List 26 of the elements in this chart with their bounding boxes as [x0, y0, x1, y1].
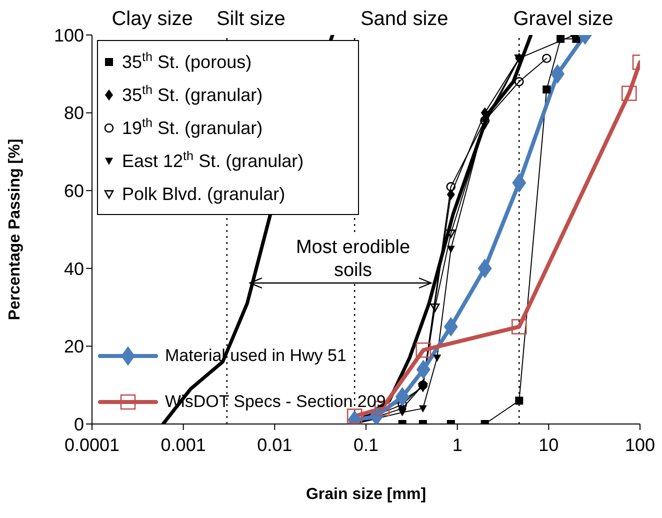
y-tick-label: 40 [64, 258, 84, 279]
y-tick-label: 100 [54, 25, 84, 46]
annotation: Most erodible soils [278, 236, 428, 282]
y-tick-label: 80 [64, 103, 84, 124]
legend-label: Material used in Hwy 51 [165, 346, 346, 366]
y-tick-label: 0 [74, 414, 84, 434]
y-axis-title: Percentage Passing [%] [6, 138, 24, 320]
x-tick-label: 1 [452, 434, 462, 455]
legend-label: East 12$^{th}$ St. (granular) [122, 148, 304, 170]
legend-label: Polk Blvd. (granular) [122, 184, 286, 204]
legend-label: 19$^{th}$ St. (granular) [122, 116, 263, 138]
y-tick-label: 60 [64, 180, 84, 201]
y-tick-label: 20 [64, 336, 84, 357]
x-tick-label: 10 [538, 434, 559, 455]
text: Clay size [112, 8, 193, 31]
x-tick-label: 0.001 [160, 434, 206, 455]
x-tick-label: 100 [624, 434, 656, 455]
text: Gravel size [513, 8, 614, 31]
x-tick-label: 0.0001 [64, 434, 120, 455]
text: Sand size [360, 8, 448, 31]
x-tick-label: 0.1 [353, 434, 379, 455]
x-axis-title: Grain size [mm] [306, 486, 426, 503]
text: Silt size [216, 8, 286, 31]
x-tick-label: 0.01 [257, 434, 292, 455]
legend-label: 35$^{th}$ St. (granular) [122, 82, 263, 104]
legend-label: 35$^{th}$ St. (porous) [122, 50, 252, 72]
